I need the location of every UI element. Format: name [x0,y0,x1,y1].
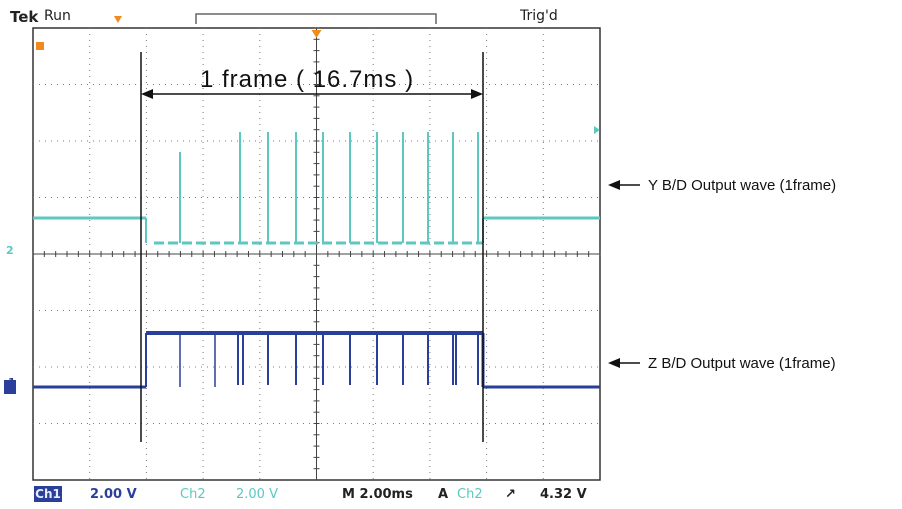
trigger-mode: A [438,487,449,502]
ch2-waveform [33,132,600,245]
trigger-level: 4.32 V [540,487,587,502]
ch1-marker: 1 [8,376,16,389]
ch1-indicator: Ch1 [34,486,62,502]
brand-label: Tek [10,8,39,26]
graticule-grid [32,13,601,481]
trigger-position-icon [311,30,322,38]
record-window-bracket [195,13,437,24]
timebase-readout: M 2.00ms [342,487,413,502]
ch2-marker: 2 [6,244,14,257]
ref-marker-icon [36,42,44,50]
y-output-label: Y B/D Output wave (1frame) [648,177,837,194]
trigger-indicator-icon [114,16,122,23]
frame-duration-label: 1 frame ( 16.7ms ) [200,66,415,93]
ch2-scale: 2.00 V [236,487,278,502]
trigger-slope-icon: ↗ [505,487,516,502]
arrowhead-left-icon [141,89,153,99]
ch1-scale: 2.00 V [90,487,137,502]
ch2-indicator: Ch2 [180,487,206,502]
trigger-source: Ch2 [457,487,483,502]
arrowhead-right-icon [471,89,483,99]
arrow-left-icon [608,180,620,190]
trigger-level-icon [594,126,600,134]
trigger-state: Trig'd [520,8,558,24]
ch1-ground-icon [4,380,16,394]
z-output-label: Z B/D Output wave (1frame) [648,355,836,372]
frame-markers [4,52,640,442]
arrow-left-icon [608,358,620,368]
run-state: Run [44,8,71,24]
